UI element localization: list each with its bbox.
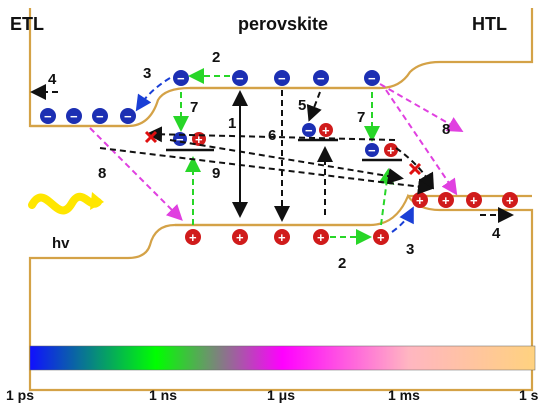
timescale-tick: 1 s: [519, 387, 539, 403]
etl-electrons: − − − −: [40, 108, 136, 124]
process-label-3-bottom: 3: [406, 241, 414, 258]
cb-electrons: − − − − −: [173, 70, 380, 86]
hole: [185, 229, 201, 245]
process-label-1: 1: [228, 115, 236, 132]
process-label-8-left: 8: [98, 165, 106, 182]
timescale-tick: 1 ms: [388, 387, 420, 403]
timescale-gradient-bar: [29, 345, 536, 371]
svg-text:−: −: [177, 71, 185, 86]
electron: [313, 70, 329, 86]
svg-text:−: −: [278, 71, 286, 86]
hole: [412, 192, 428, 208]
hole: [502, 192, 518, 208]
svg-text:+: +: [317, 230, 325, 245]
arrow-9-a: [99, 147, 434, 195]
svg-text:−: −: [305, 123, 313, 138]
svg-text:−: −: [44, 109, 52, 124]
svg-text:−: −: [368, 71, 376, 86]
arrow-right-trap: [395, 147, 434, 190]
hole: [466, 192, 482, 208]
process-label-2-top: 2: [212, 49, 220, 66]
hole: [274, 229, 290, 245]
perovskite-label: perovskite: [238, 14, 328, 34]
trap-pair-right: − +: [362, 143, 402, 162]
htl-holes: + + + +: [412, 192, 518, 208]
svg-text:−: −: [317, 71, 325, 86]
electron: [232, 70, 248, 86]
arrow-9-c: [169, 139, 404, 184]
svg-text:−: −: [176, 132, 184, 147]
timescale-tick: 1 ps: [6, 387, 34, 403]
hole: [438, 192, 454, 208]
arrow-green-up-right: [378, 168, 395, 226]
electron: [92, 108, 108, 124]
svg-text:+: +: [506, 193, 514, 208]
light-wave-icon: [28, 192, 102, 215]
timescale-tick: 1 ns: [149, 387, 177, 403]
arrow-8-right-b: [385, 89, 458, 196]
arrow-9-b: [146, 126, 396, 143]
svg-text:−: −: [368, 143, 376, 158]
svg-text:+: +: [387, 143, 395, 158]
svg-text:+: +: [278, 230, 286, 245]
svg-text:+: +: [322, 123, 330, 138]
process-arrows: [30, 68, 514, 245]
process-label-4-left: 4: [48, 71, 57, 88]
arrow-8-left: [89, 127, 183, 221]
process-label-6: 6: [268, 127, 276, 144]
electron: [364, 70, 380, 86]
electron: [40, 108, 56, 124]
svg-text:+: +: [470, 193, 478, 208]
process-label-8-right: 8: [442, 121, 450, 138]
svg-text:+: +: [189, 230, 197, 245]
process-label-3-top: 3: [143, 65, 151, 82]
timescale-tick: 1 μs: [267, 387, 295, 403]
svg-text:−: −: [70, 109, 78, 124]
svg-text:+: +: [195, 132, 203, 147]
svg-text:−: −: [124, 109, 132, 124]
process-label-9: 9: [212, 165, 220, 182]
process-label-7-right: 7: [357, 109, 365, 126]
trap-pair-middle: − +: [298, 123, 338, 142]
recombination-mark-right: [408, 162, 422, 176]
svg-text:−: −: [96, 109, 104, 124]
vb-holes: + + + + +: [185, 229, 389, 245]
electron: [173, 70, 189, 86]
svg-text:−: −: [236, 71, 244, 86]
svg-text:+: +: [416, 193, 424, 208]
etl-label: ETL: [10, 14, 44, 34]
process-label-7-left: 7: [190, 99, 198, 116]
process-label-4-right: 4: [492, 225, 501, 242]
process-label-5: 5: [298, 97, 306, 114]
band-outline: [28, 8, 534, 392]
svg-text:+: +: [236, 230, 244, 245]
arrow-3-bottom: [391, 206, 414, 233]
hole: [232, 229, 248, 245]
hole: [313, 229, 329, 245]
process-label-2-bottom: 2: [338, 255, 346, 272]
light-hv-label: hv: [52, 235, 70, 252]
arrow-3-top: [135, 77, 171, 112]
electron: [274, 70, 290, 86]
recombination-mark-left: [144, 130, 158, 144]
arrow-8-right: [379, 83, 464, 132]
htl-label: HTL: [472, 14, 507, 34]
svg-text:+: +: [442, 193, 450, 208]
electron: [66, 108, 82, 124]
arrow-5: [306, 91, 322, 122]
hole: [373, 229, 389, 245]
electron: [120, 108, 136, 124]
svg-text:+: +: [377, 230, 385, 245]
